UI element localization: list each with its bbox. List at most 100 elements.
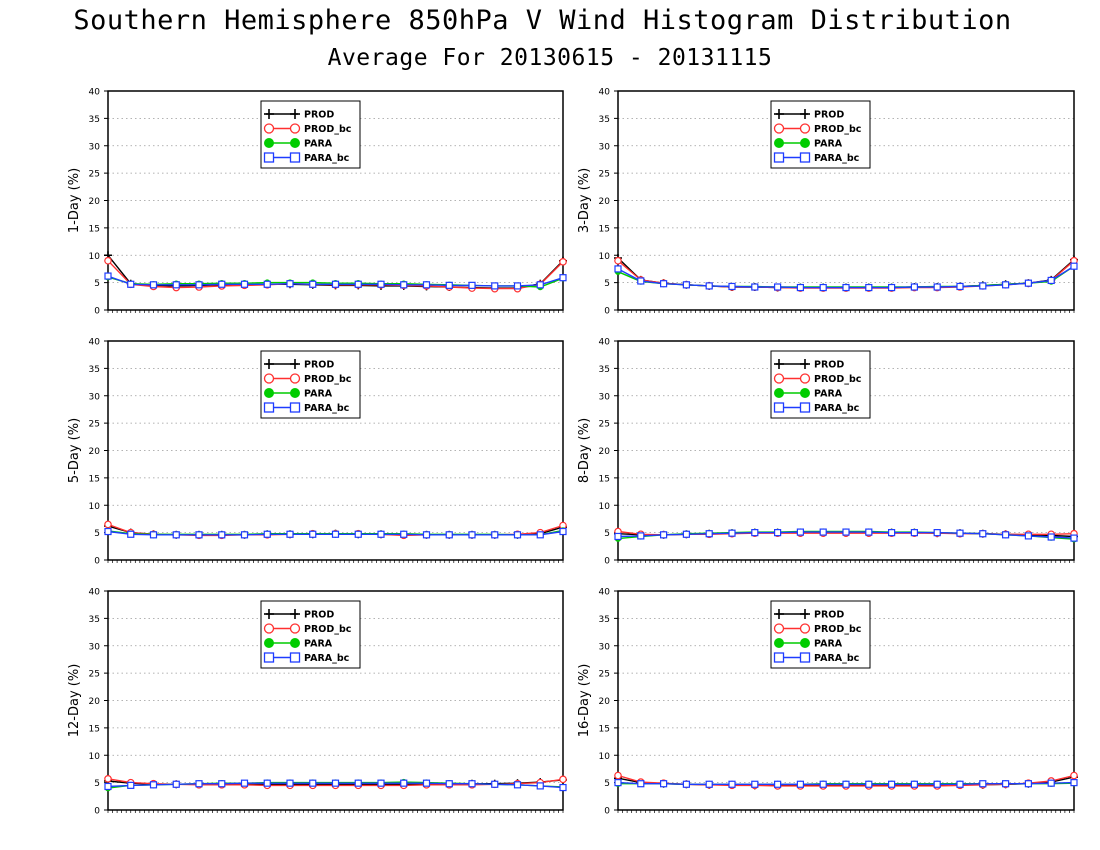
marker-square [149,531,158,539]
legend-marker [773,402,785,413]
y-tick-label: 40 [599,88,611,98]
legend-marker [290,138,300,148]
legend-label: PROD_bc [814,374,861,385]
marker-square [796,528,805,536]
marker-square [240,531,249,539]
y-tick-label: 30 [89,642,101,652]
marker-square [491,780,499,788]
y-axis-label: 12-Day (%) [67,664,82,738]
marker-square [796,780,805,788]
legend-marker [799,402,811,413]
plot-frame [107,90,564,311]
marker-square [637,780,645,788]
y-tick-label: 20 [89,697,101,707]
legend: PROD PROD_bc PARA PARA_bc [770,100,871,169]
marker-square [842,283,850,292]
marker-square [195,531,203,539]
legend-marker [800,388,810,398]
series-para-bc [104,272,567,290]
y-tick-label: 10 [599,752,611,762]
y-tick-label: 30 [89,392,101,402]
legend-label: PARA [814,389,843,400]
marker-square [819,780,827,788]
marker-square [263,530,271,538]
y-tick-label: 0 [604,307,610,317]
page-title: Southern Hemisphere 850hPa V Wind Histog… [73,5,1012,36]
marker-square [536,531,544,539]
marker-circle [559,775,567,784]
legend-label: PROD [814,110,844,121]
marker-square [309,280,317,288]
legend-marker [264,388,274,398]
marker-square [659,780,668,788]
marker-square [559,527,567,536]
title-block: Southern Hemisphere 850hPa V Wind Histog… [0,0,1100,80]
legend-marker [289,152,301,163]
y-tick-label: 35 [89,115,100,125]
y-tick-label: 0 [604,557,610,567]
y-tick-label: 20 [89,447,101,457]
legend-marker [773,123,785,134]
marker-square [979,780,987,788]
legend-marker [289,123,301,134]
legend-label: PROD_bc [304,624,351,635]
marker-square [377,530,385,538]
plot-frame [617,590,1075,811]
marker-square [819,528,827,536]
legend-marker [263,402,275,413]
marker-square [979,530,987,538]
legend-marker [263,373,275,384]
y-tick-label: 5 [94,779,100,789]
marker-square [637,277,645,285]
legend-marker [774,138,784,148]
marker-square [195,281,203,289]
y-tick-label: 0 [94,807,100,817]
legend-marker [289,623,301,634]
y-tick-label: 5 [94,529,100,539]
marker-square [445,281,453,289]
legend: PROD PROD_bc PARA PARA_bc [260,350,361,419]
legend-box [770,100,871,169]
y-tick-label: 20 [599,447,611,457]
marker-square [149,281,158,289]
marker-square [354,779,362,787]
marker-square [172,780,180,788]
plot-frame [107,590,564,811]
legend-marker [799,623,811,634]
marker-square [127,280,135,288]
y-tick-label: 5 [604,529,610,539]
legend-label: PARA_bc [304,403,349,414]
marker-square [956,529,964,537]
marker-square [910,780,919,788]
marker-circle [614,256,622,265]
marker-circle [559,258,567,266]
marker-square [1001,531,1010,539]
marker-square [728,282,736,291]
marker-square [910,283,919,291]
marker-square [1070,534,1078,542]
legend-marker [289,373,301,384]
marker-square [104,272,112,280]
y-tick-label: 20 [599,697,611,707]
legend-label: PARA_bc [814,403,859,414]
marker-square [705,780,713,788]
legend-marker [800,638,810,648]
marker-square [354,530,362,538]
series-para-bc [614,528,1078,542]
series-para-bc [614,779,1078,788]
marker-square [536,782,544,790]
legend-label: PROD_bc [304,374,351,385]
marker-square [422,281,431,289]
marker-square [240,280,249,288]
y-tick-label: 20 [89,197,101,207]
marker-square [491,282,499,290]
y-tick-label: 15 [89,224,100,234]
plot-frame [617,340,1075,561]
marker-square [513,781,522,789]
marker-square [865,528,873,536]
marker-square [682,780,691,788]
marker-square [491,531,499,539]
y-tick-label: 5 [604,779,610,789]
marker-square [309,779,317,787]
marker-square [400,779,408,787]
